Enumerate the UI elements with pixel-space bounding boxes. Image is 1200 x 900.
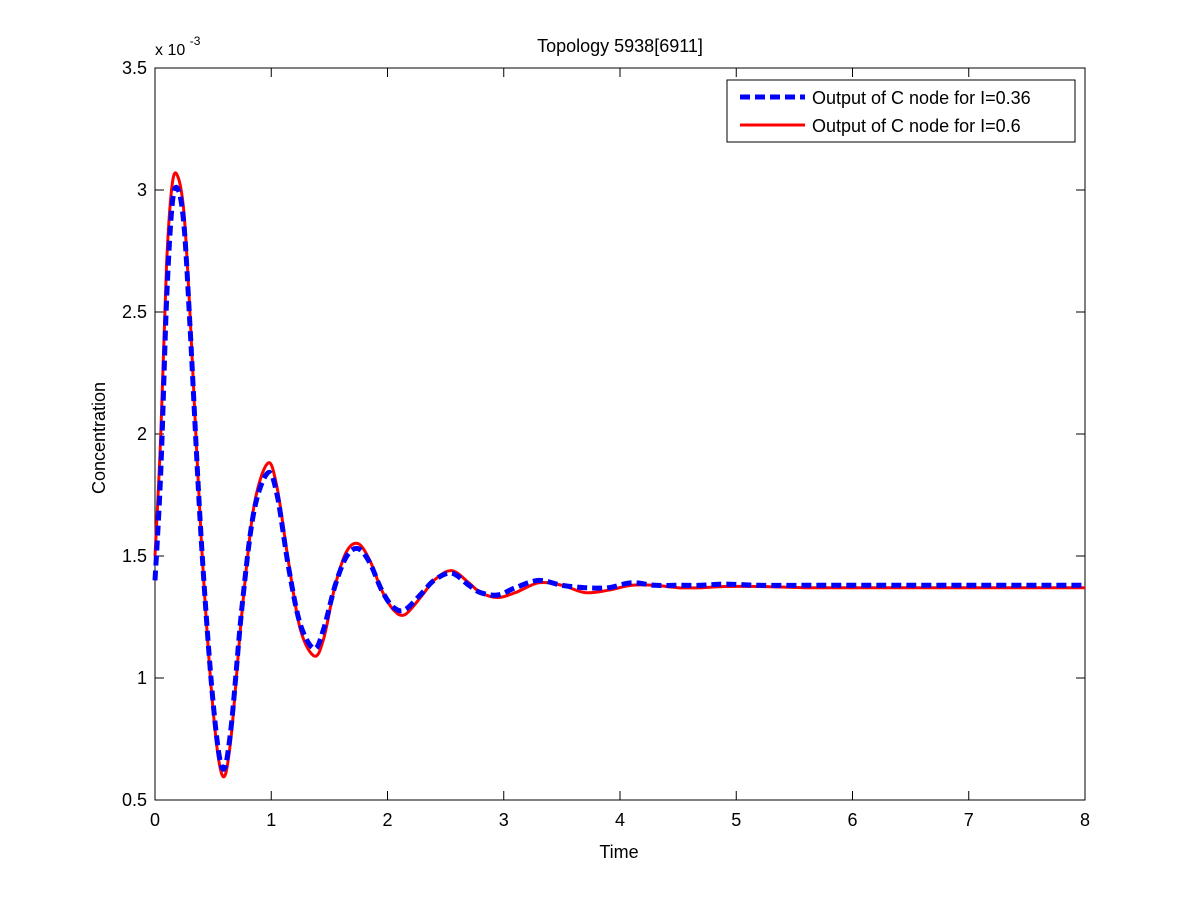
x-tick-label: 2 (382, 810, 392, 830)
y-tick-label: 1 (137, 668, 147, 688)
y-tick-label: 0.5 (122, 790, 147, 810)
x-tick-label: 0 (150, 810, 160, 830)
legend: Output of C node for I=0.36 Output of C … (726, 79, 1076, 143)
axes: 0 1 2 3 4 5 6 7 8 0.5 1 1.5 2 2.5 3 3.5 (122, 58, 1090, 830)
y-multiplier-base: x 10 (155, 42, 185, 59)
legend-box (726, 79, 1076, 143)
y-tick-label: 3.5 (122, 58, 147, 78)
x-tick-label: 7 (964, 810, 974, 830)
y-tick-label: 1.5 (122, 546, 147, 566)
x-tick-label: 1 (266, 810, 276, 830)
y-multiplier: x 10 -3 (155, 34, 201, 59)
series-layer (152, 171, 1085, 779)
x-tick-label: 6 (847, 810, 857, 830)
x-tick-label: 8 (1080, 810, 1090, 830)
y-tick-label: 2 (137, 424, 147, 444)
x-axis-label: Time (599, 842, 638, 862)
chart-title: Topology 5938[6911] (537, 36, 703, 56)
series-line-1 (152, 184, 1085, 772)
x-tick-label: 5 (731, 810, 741, 830)
x-tick-label: 3 (499, 810, 509, 830)
x-tick-label: 4 (615, 810, 625, 830)
legend-label-series-2: Output of C node for I=0.6 (812, 116, 1021, 136)
y-multiplier-exponent: -3 (190, 34, 201, 48)
y-tick-label: 3 (137, 180, 147, 200)
y-tick-label: 2.5 (122, 302, 147, 322)
legend-label-series-1: Output of C node for I=0.36 (812, 88, 1031, 108)
plot-area: 0 1 2 3 4 5 6 7 8 0.5 1 1.5 2 2.5 3 3.5 (122, 58, 1090, 830)
y-axis-label: Concentration (89, 382, 109, 494)
